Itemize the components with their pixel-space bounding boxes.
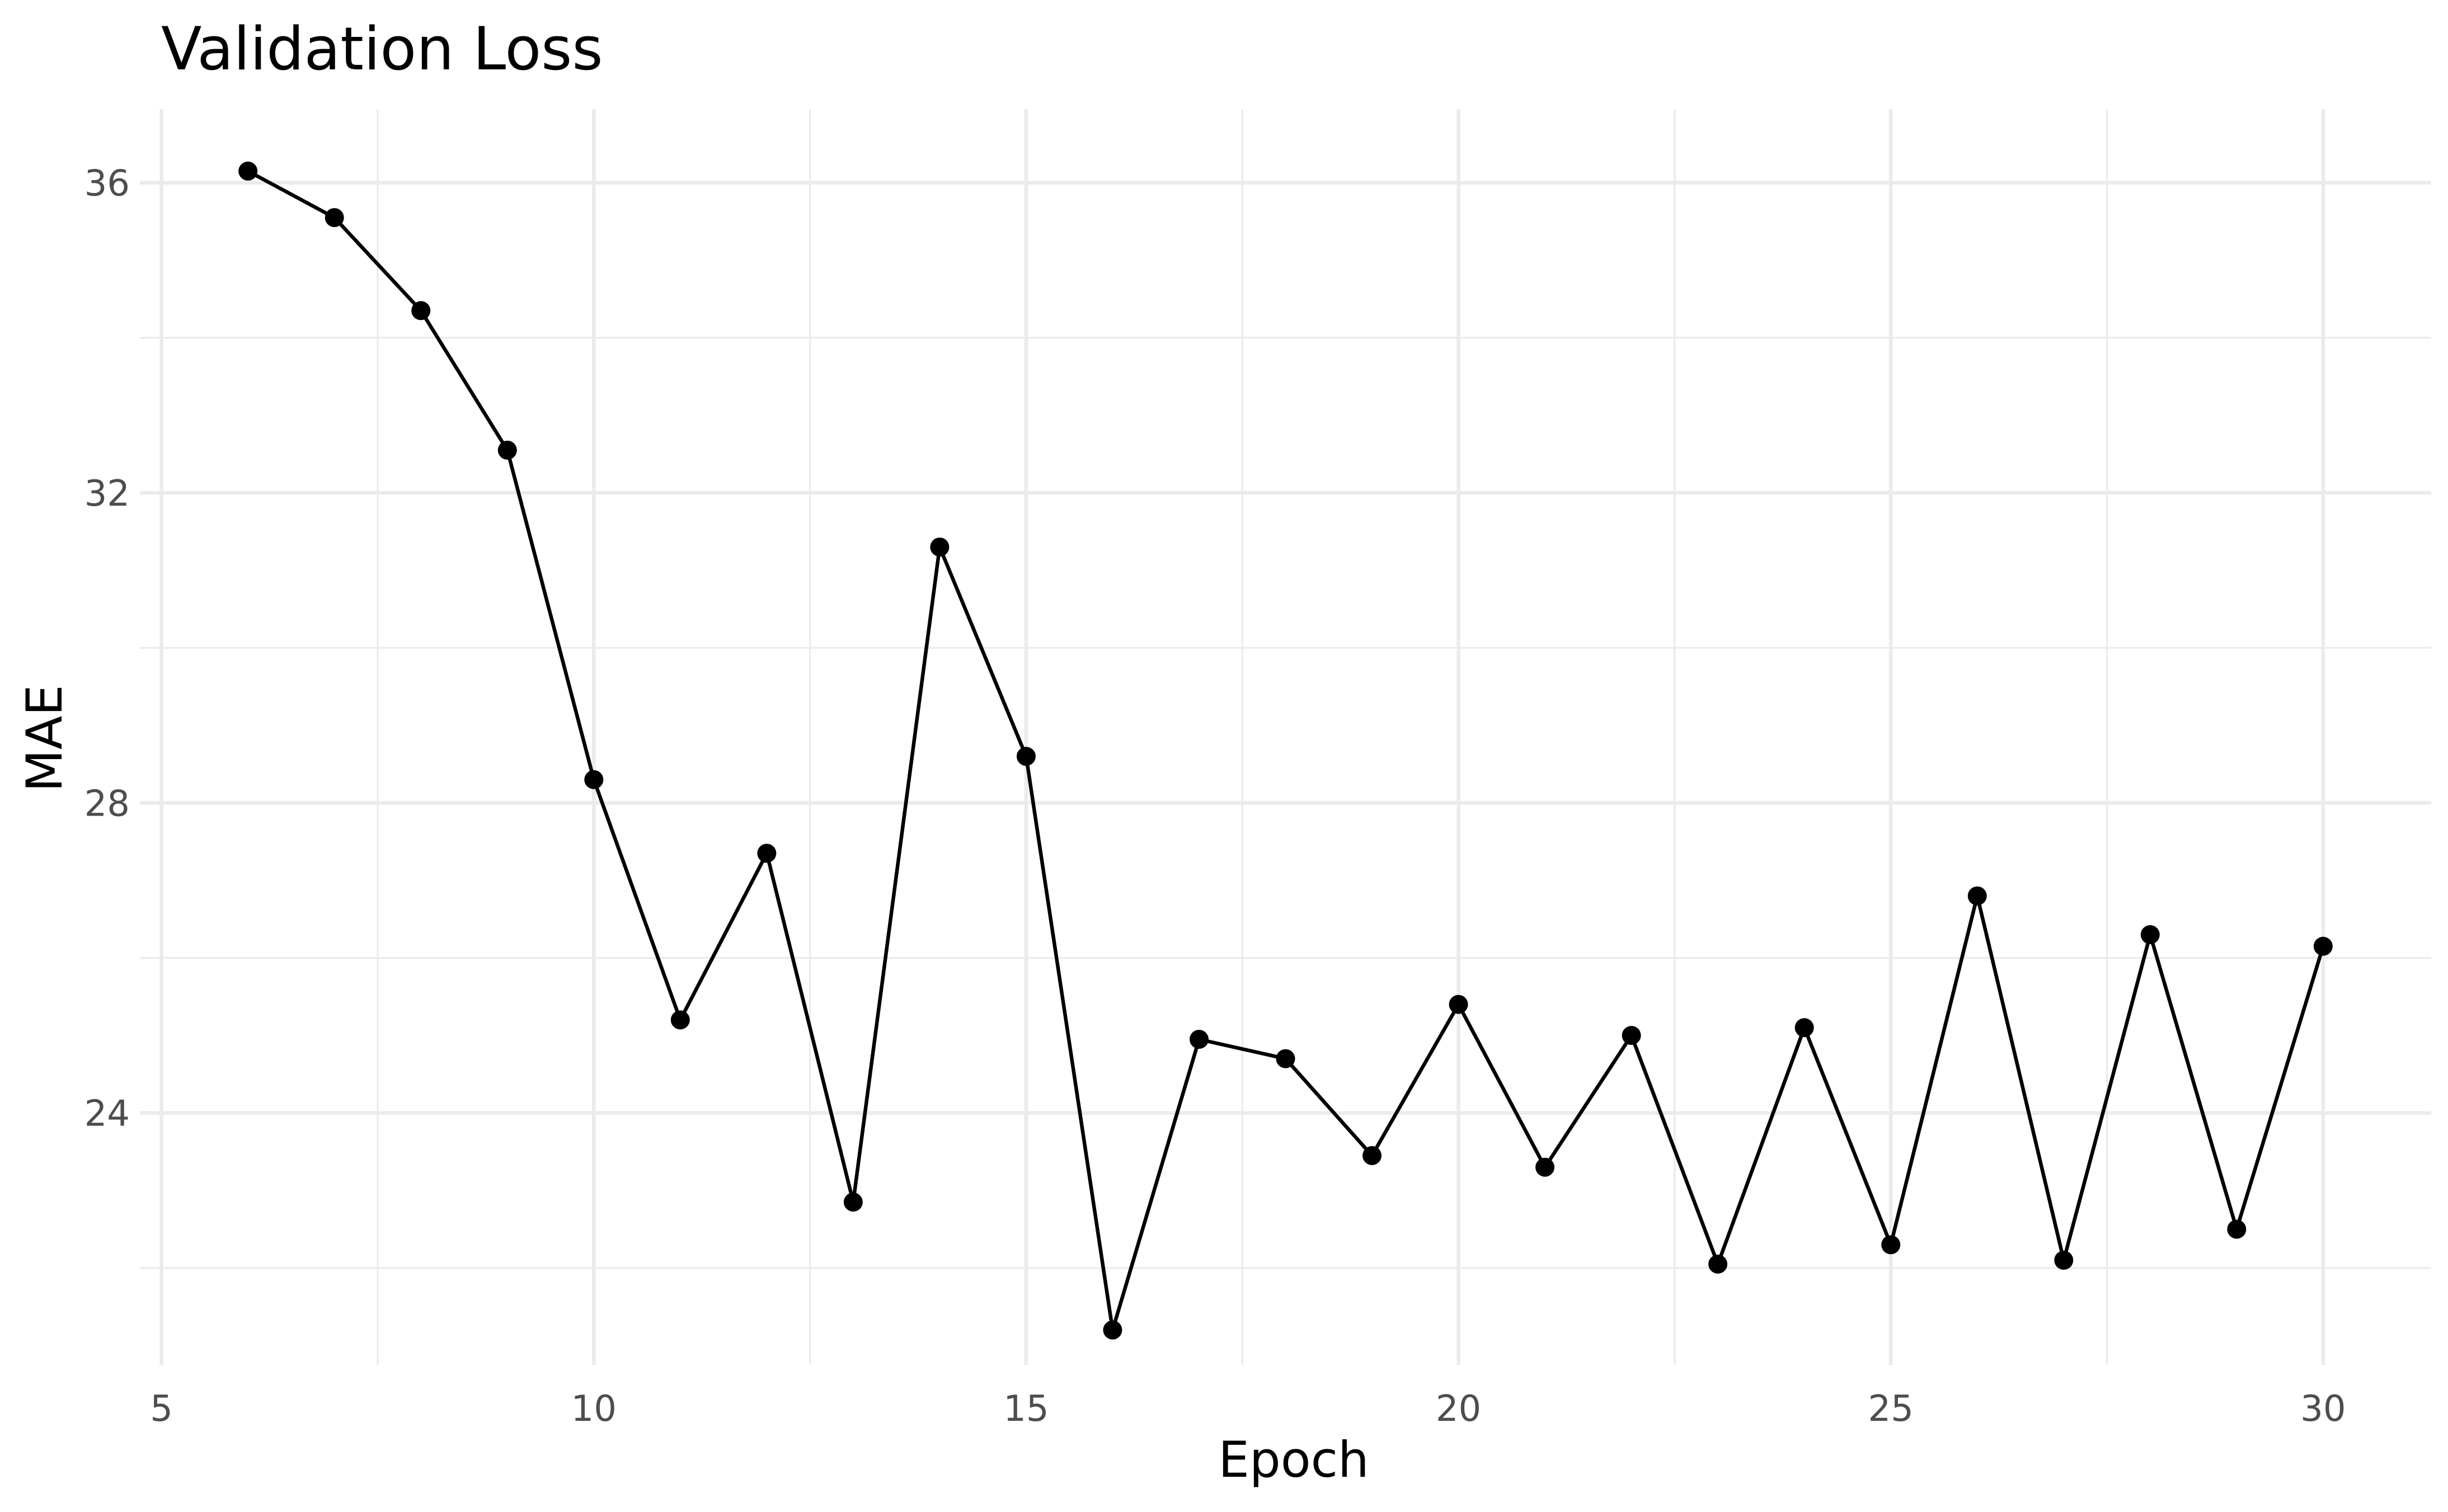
data-point — [238, 161, 258, 181]
series-line — [247, 169, 2325, 1332]
data-point — [1103, 1320, 1122, 1340]
y-axis-tick-labels: 24 28 32 36 — [84, 163, 130, 1135]
x-tick-label: 25 — [1868, 1388, 1913, 1430]
data-point — [2140, 925, 2160, 944]
series-layer — [238, 161, 2333, 1340]
x-tick-label: 5 — [150, 1388, 173, 1430]
data-point — [1189, 1029, 1209, 1049]
data-point — [497, 440, 517, 460]
data-point — [670, 1010, 690, 1030]
x-tick-label: 10 — [571, 1388, 617, 1430]
data-point — [843, 1192, 863, 1212]
data-point — [584, 770, 604, 789]
data-point — [1535, 1157, 1555, 1177]
x-tick-label: 30 — [2300, 1388, 2346, 1430]
data-point — [1016, 747, 1036, 766]
data-point — [1881, 1235, 1901, 1255]
data-point — [2054, 1250, 2074, 1270]
x-axis-tick-labels: 5 10 15 20 25 30 — [150, 1388, 2346, 1430]
x-axis-label: Epoch — [1218, 1431, 1369, 1489]
data-point — [757, 844, 777, 863]
data-point — [1794, 1018, 1814, 1038]
data-point — [411, 301, 431, 321]
data-point — [1276, 1049, 1295, 1068]
y-tick-label: 36 — [84, 163, 130, 205]
chart-title: Validation Loss — [161, 15, 603, 83]
y-tick-label: 28 — [84, 783, 130, 825]
data-point — [1708, 1254, 1728, 1274]
x-tick-label: 20 — [1436, 1388, 1481, 1430]
data-point — [930, 537, 950, 557]
data-point — [325, 208, 344, 228]
data-point — [1622, 1026, 1641, 1045]
data-point — [1967, 886, 1987, 906]
data-point — [1449, 995, 1468, 1014]
y-axis-label: MAE — [16, 685, 73, 792]
data-point — [2227, 1219, 2247, 1239]
data-point — [1362, 1146, 1382, 1165]
y-tick-label: 32 — [84, 473, 130, 515]
x-tick-label: 15 — [1003, 1388, 1049, 1430]
minor-gridlines — [140, 109, 2431, 1365]
major-gridlines — [140, 109, 2431, 1365]
y-tick-label: 24 — [84, 1094, 130, 1135]
data-point — [2313, 936, 2333, 956]
